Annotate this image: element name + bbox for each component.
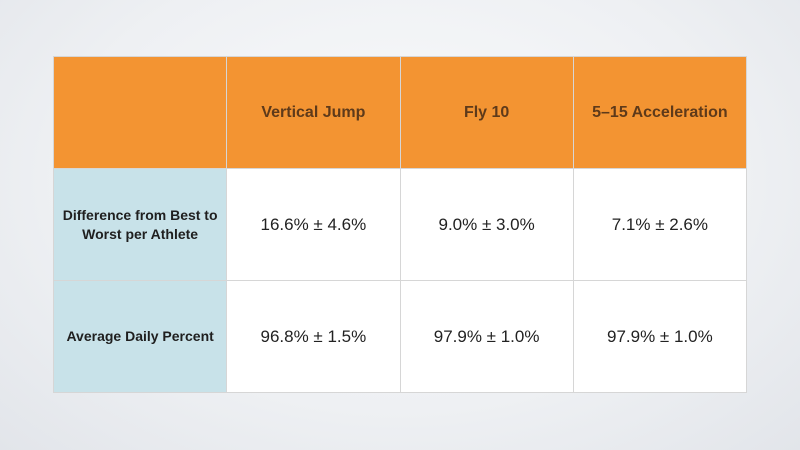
table-row: Average Daily Percent 96.8% ± 1.5% 97.9%… — [52, 280, 748, 393]
cell-average-acceleration: 97.9% ± 1.0% — [572, 280, 748, 393]
results-table: Vertical Jump Fly 10 5–15 Acceleration D… — [52, 56, 748, 393]
table-header-row: Vertical Jump Fly 10 5–15 Acceleration — [52, 56, 748, 169]
header-vertical-jump: Vertical Jump — [226, 56, 401, 169]
row-label-average-daily: Average Daily Percent — [52, 280, 228, 393]
cell-average-vertical-jump: 96.8% ± 1.5% — [226, 280, 401, 393]
cell-average-fly-10: 97.9% ± 1.0% — [399, 280, 574, 393]
table-row: Difference from Best to Worst per Athlet… — [52, 168, 748, 281]
cell-difference-fly-10: 9.0% ± 3.0% — [399, 168, 574, 281]
cell-difference-vertical-jump: 16.6% ± 4.6% — [226, 168, 401, 281]
header-fly-10: Fly 10 — [399, 56, 574, 169]
header-corner-cell — [52, 56, 228, 169]
row-label-difference: Difference from Best to Worst per Athlet… — [52, 168, 228, 281]
cell-difference-acceleration: 7.1% ± 2.6% — [572, 168, 748, 281]
header-5-15-acceleration: 5–15 Acceleration — [572, 56, 748, 169]
